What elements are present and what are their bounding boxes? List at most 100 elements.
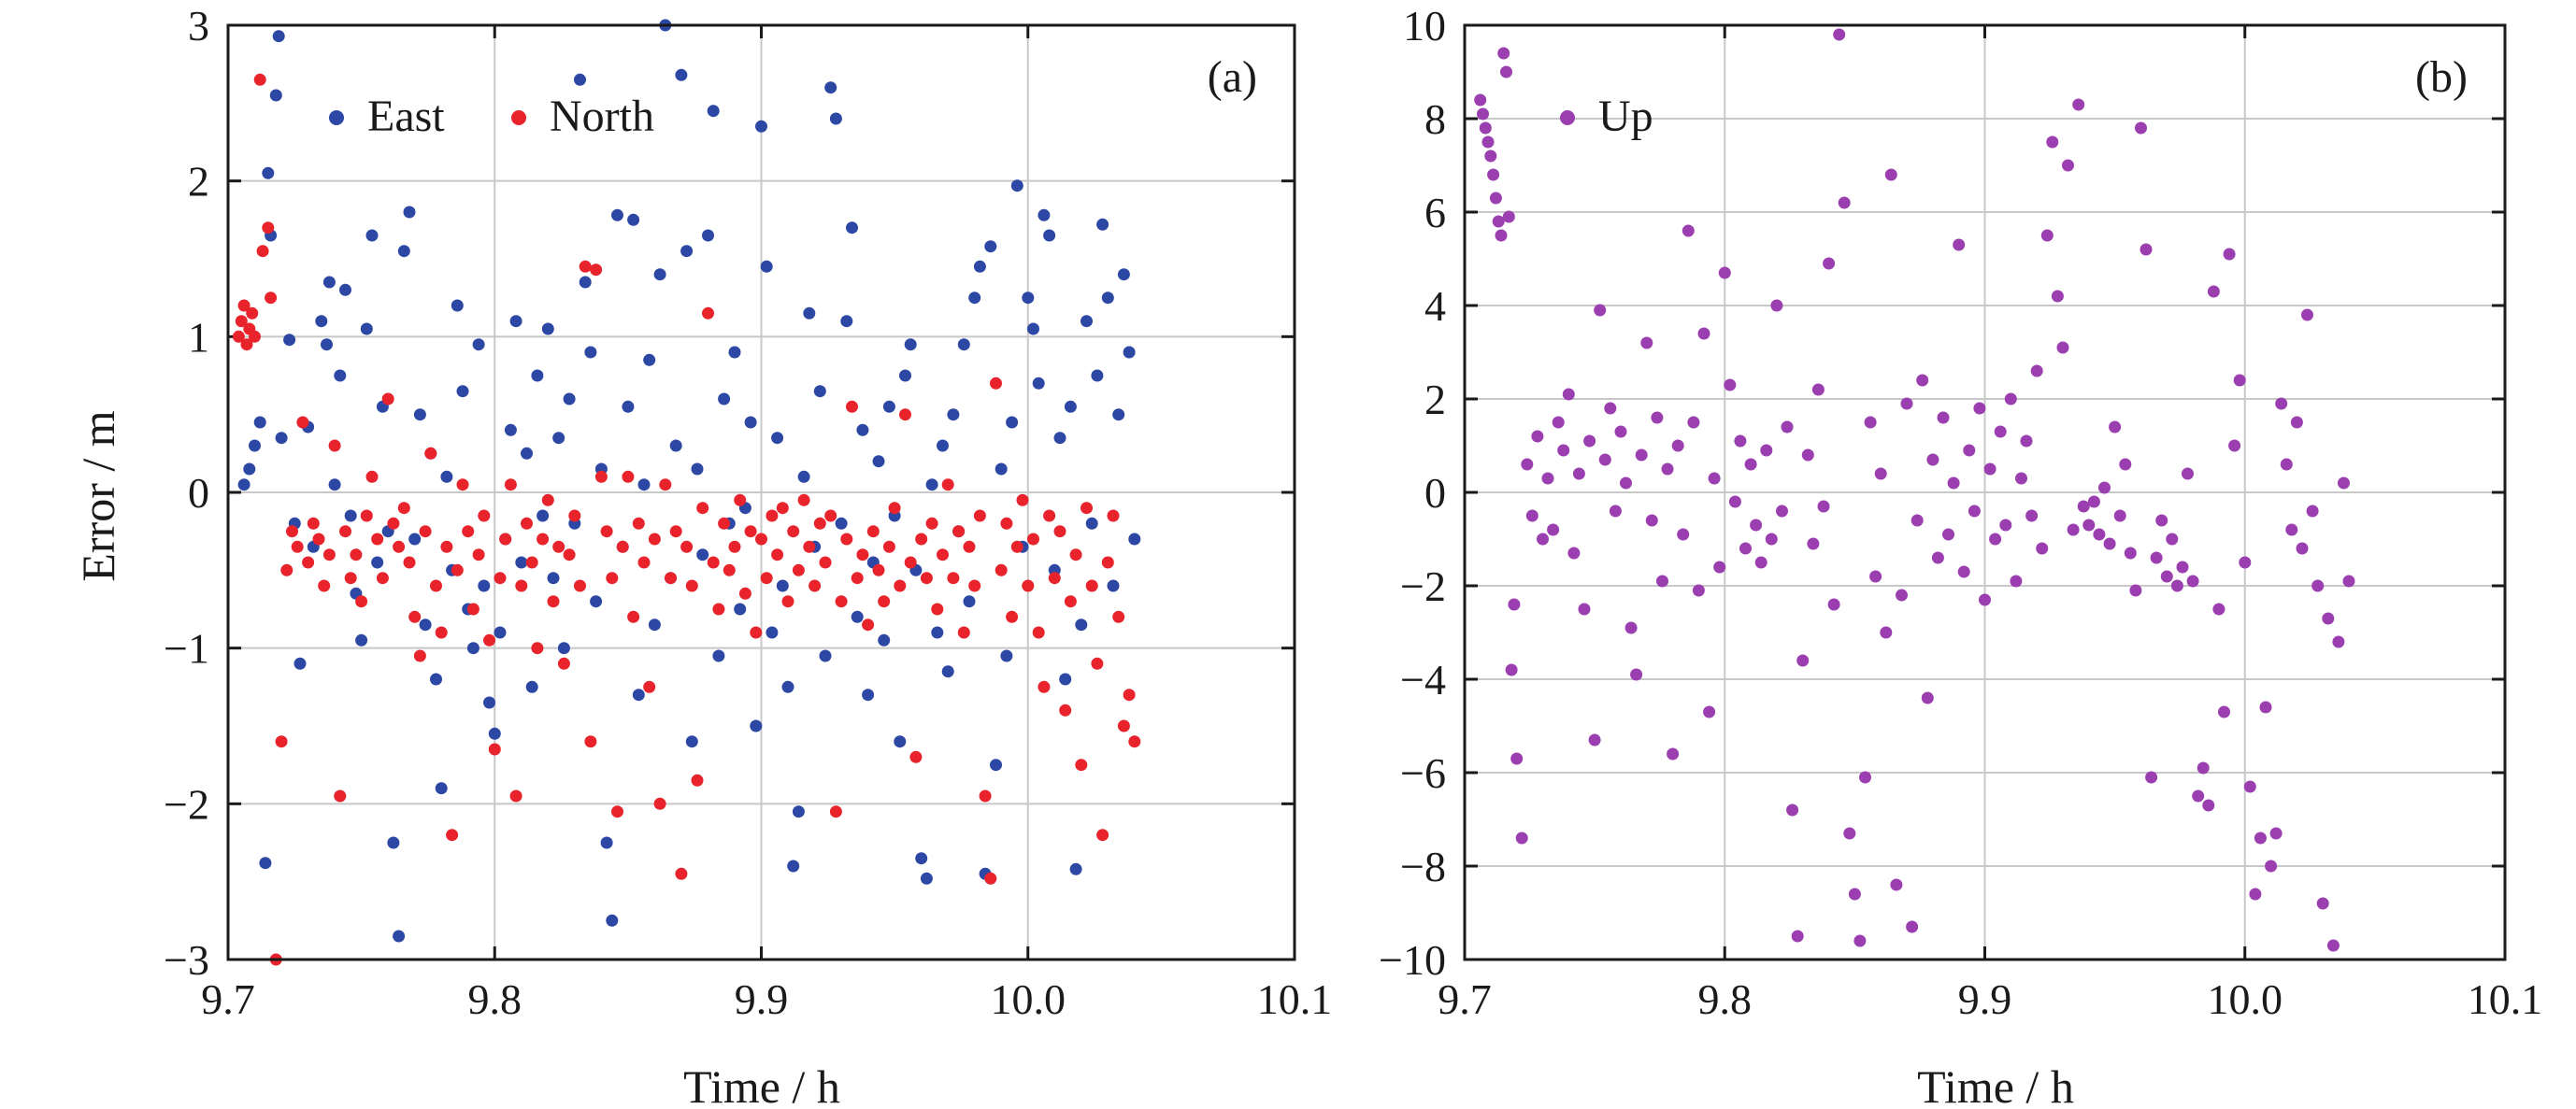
data-point-east — [1085, 517, 1098, 530]
data-point-north — [393, 540, 406, 553]
data-point-up — [1848, 888, 1861, 901]
data-point-up — [1880, 626, 1893, 639]
data-point-up — [2056, 341, 2069, 354]
data-point-east — [931, 626, 944, 639]
data-point-east — [430, 673, 442, 686]
data-point-north — [952, 525, 966, 538]
data-point-north — [381, 392, 394, 405]
data-point-north — [829, 805, 842, 818]
y-tick-label: 3 — [188, 2, 209, 50]
data-point-north — [446, 829, 459, 842]
data-point-up — [2275, 397, 2288, 410]
data-point-up — [1859, 771, 1871, 784]
data-point-east — [696, 548, 709, 562]
data-point-north — [957, 626, 970, 639]
data-point-up — [2285, 523, 2298, 536]
data-point-up — [1624, 621, 1638, 634]
data-point-east — [253, 416, 266, 429]
data-point-north — [659, 478, 672, 491]
data-point-north — [702, 306, 714, 320]
data-point-up — [1505, 663, 1518, 676]
data-point-north — [541, 493, 554, 506]
data-point-north — [904, 556, 917, 569]
data-point-north — [462, 525, 475, 538]
data-point-up — [1495, 229, 1508, 242]
data-point-north — [707, 556, 720, 569]
data-point-up — [2326, 939, 2340, 952]
data-point-up — [1479, 121, 1492, 135]
y-tick-label: −8 — [1400, 843, 1446, 890]
x-tick-label: 10.0 — [991, 975, 1066, 1023]
data-point-east — [984, 240, 997, 253]
data-point-east — [627, 213, 640, 226]
data-point-east — [776, 579, 789, 592]
data-point-east — [419, 618, 432, 632]
data-point-up — [1567, 547, 1581, 560]
data-point-up — [1477, 107, 1489, 121]
data-point-up — [2290, 416, 2303, 429]
data-point-east — [691, 462, 704, 476]
data-point-up — [1525, 509, 1538, 522]
data-point-up — [1947, 476, 1960, 490]
data-point-up — [2249, 888, 2262, 901]
data-point-up — [2004, 392, 2017, 405]
data-point-east — [328, 478, 341, 491]
data-point-north — [616, 540, 629, 553]
y-tick-label: 0 — [1424, 469, 1446, 517]
data-point-east — [824, 81, 837, 94]
data-point-up — [1765, 533, 1778, 546]
data-point-east — [272, 30, 285, 43]
data-point-up — [2170, 579, 2183, 592]
data-point-east — [766, 626, 779, 639]
data-point-north — [1117, 719, 1130, 732]
data-point-up — [1833, 28, 1846, 41]
data-point-east — [408, 533, 422, 546]
data-point-north — [878, 595, 891, 608]
data-point-east — [702, 229, 714, 242]
data-point-east — [1038, 208, 1051, 221]
data-point-north — [1128, 735, 1141, 748]
y-tick-label: 2 — [1424, 376, 1446, 423]
data-point-east — [862, 689, 875, 702]
data-point-north — [419, 525, 432, 538]
data-point-up — [1594, 304, 1607, 317]
data-point-north — [1112, 610, 1125, 623]
data-point-east — [552, 432, 565, 445]
data-point-up — [2150, 551, 2163, 564]
data-point-north — [525, 556, 538, 569]
data-point-up — [1640, 336, 1653, 349]
panel-a-x-axis-label: Time / h — [683, 1060, 840, 1109]
data-point-north — [1075, 759, 1088, 772]
data-point-north — [1096, 829, 1109, 842]
data-point-up — [1968, 505, 1981, 518]
data-point-up — [1807, 537, 1820, 550]
panel-b-series-up — [1474, 28, 2355, 952]
data-point-up — [1481, 135, 1495, 149]
data-point-up — [1614, 425, 1627, 438]
data-point-up — [2265, 860, 2278, 873]
data-point-north — [286, 525, 298, 538]
data-point-east — [813, 385, 826, 398]
data-point-up — [1572, 467, 1585, 480]
data-point-east — [1117, 268, 1130, 281]
data-point-north — [296, 416, 309, 429]
data-point-up — [1609, 505, 1622, 518]
data-point-east — [590, 595, 603, 608]
data-point-east — [835, 517, 848, 530]
data-point-north — [696, 502, 709, 515]
data-point-east — [957, 338, 970, 351]
data-point-north — [312, 533, 325, 546]
panel-a-label: (a) — [1208, 52, 1257, 102]
data-point-north — [840, 533, 853, 546]
data-point-up — [2301, 308, 2313, 321]
data-point-east — [1059, 673, 1072, 686]
data-point-north — [606, 572, 619, 585]
data-point-up — [1926, 453, 1939, 466]
data-point-east — [413, 408, 426, 421]
data-point-up — [2051, 290, 2064, 303]
data-point-east — [521, 447, 533, 460]
data-point-north — [262, 221, 275, 235]
data-point-north — [1069, 548, 1082, 562]
data-point-up — [2015, 472, 2027, 485]
data-point-up — [2036, 542, 2049, 555]
